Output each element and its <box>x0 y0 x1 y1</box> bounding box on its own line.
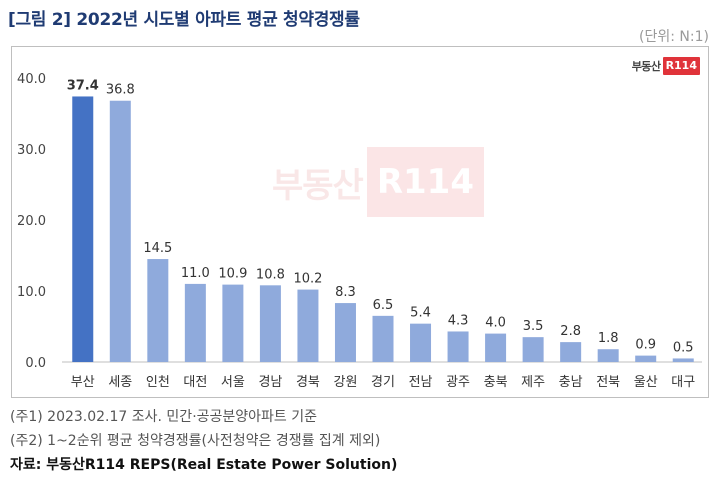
bar-경기 <box>372 315 394 362</box>
data-label: 11.0 <box>181 266 210 281</box>
data-label: 6.5 <box>373 298 394 313</box>
x-tick-label: 경남 <box>258 375 282 390</box>
bar-부산 <box>72 96 94 363</box>
brand-logo: 부동산 R114 <box>632 57 700 75</box>
source-note: 자료: 부동산R114 REPS(Real Estate Power Solut… <box>10 457 398 473</box>
bar-대전 <box>184 283 206 362</box>
x-tick-label: 서울 <box>221 375 245 390</box>
data-label: 5.4 <box>410 306 431 321</box>
bar-인천 <box>147 259 169 362</box>
bar-충남 <box>560 342 582 362</box>
data-label: 4.3 <box>448 313 469 328</box>
data-label: 0.5 <box>673 340 694 355</box>
y-tick-label: 10.0 <box>17 285 46 300</box>
data-label: 14.5 <box>143 241 172 256</box>
bar-전남 <box>410 323 432 362</box>
note-1: (주1) 2023.02.17 조사. 민간·공공분양아파트 기준 <box>10 409 318 425</box>
chart-frame: 부동산 R114 부동산 R114 0.0 10.0 20.0 30.0 40.0 37.… <box>11 46 709 398</box>
note-2: (주2) 1~2순위 평균 청약경쟁률(사전청약은 경쟁률 집계 제외) <box>10 433 381 449</box>
x-tick-label: 충북 <box>484 375 508 390</box>
y-tick-label: 40.0 <box>17 72 46 87</box>
data-label: 37.4 <box>67 78 99 93</box>
data-label: 10.2 <box>293 272 322 287</box>
x-tick-label: 전북 <box>596 375 620 390</box>
bar-서울 <box>222 284 244 362</box>
bar-경남 <box>259 285 281 362</box>
data-label: 10.8 <box>256 267 285 282</box>
x-tick-label: 인천 <box>146 375 170 390</box>
x-tick-label: 광주 <box>446 375 470 390</box>
bar-충북 <box>485 333 507 362</box>
x-tick-label: 대구 <box>671 375 695 390</box>
x-tick-label: 세종 <box>108 375 132 390</box>
x-tick-label: 전남 <box>409 375 433 390</box>
x-tick-label: 강원 <box>334 375 358 390</box>
x-tick-label: 경기 <box>371 375 395 390</box>
bar-광주 <box>447 331 469 362</box>
x-tick-label: 경북 <box>296 375 320 390</box>
bar-세종 <box>109 100 131 362</box>
bar-울산 <box>635 355 657 362</box>
logo-box: R114 <box>662 57 700 75</box>
data-label: 4.0 <box>485 316 506 331</box>
chart-title: [그림 2] 2022년 시도별 아파트 평균 청약경쟁률 <box>8 10 360 30</box>
x-tick-label: 울산 <box>634 375 658 390</box>
data-label: 36.8 <box>106 83 135 98</box>
bar-경북 <box>297 289 319 362</box>
bar-제주 <box>522 337 544 362</box>
notes: (주1) 2023.02.17 조사. 민간·공공분양아파트 기준 (주2) 1… <box>10 406 397 478</box>
data-label: 0.9 <box>635 338 656 353</box>
bar-chart: 0.0 10.0 20.0 30.0 40.0 37.4 부산 36.8 세종 14.5 인천 11.… <box>17 72 702 390</box>
bar-강원 <box>334 303 356 362</box>
unit-label: (단위: N:1) <box>639 29 709 45</box>
x-tick-label: 대전 <box>183 375 207 390</box>
y-tick-label: 0.0 <box>25 356 46 371</box>
bar-전북 <box>597 349 619 362</box>
logo-text: 부동산 <box>631 60 661 73</box>
data-label: 3.5 <box>523 319 544 334</box>
y-tick-label: 30.0 <box>17 143 46 158</box>
data-label: 1.8 <box>598 331 619 346</box>
data-label: 10.9 <box>218 267 247 282</box>
x-tick-label: 충남 <box>559 375 583 390</box>
bar-대구 <box>672 358 694 362</box>
x-tick-label: 제주 <box>521 375 545 390</box>
data-label: 2.8 <box>560 324 581 339</box>
data-label: 8.3 <box>335 285 356 300</box>
y-tick-label: 20.0 <box>17 214 46 229</box>
x-tick-label: 부산 <box>71 375 95 390</box>
